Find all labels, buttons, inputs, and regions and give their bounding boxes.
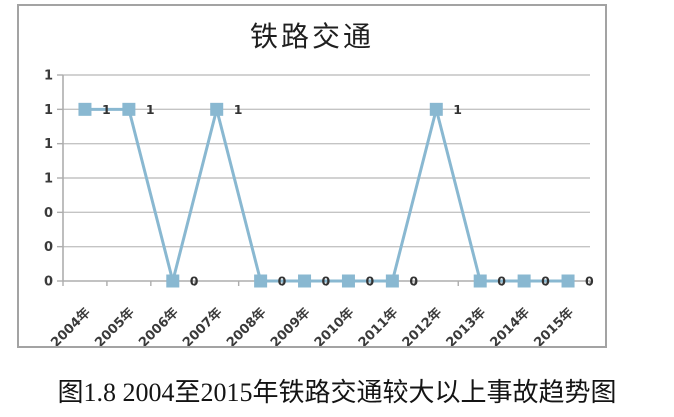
data-point-marker	[298, 274, 312, 288]
x-axis-label: 2004年	[48, 305, 94, 346]
data-point-label: 0	[365, 274, 374, 289]
x-axis-label: 2014年	[487, 305, 533, 346]
data-point-marker	[254, 274, 268, 288]
plot-area: 11110002004年2005年2006年2007年2008年2009年201…	[44, 69, 594, 347]
data-point-label: 0	[541, 274, 550, 289]
data-point-marker	[78, 102, 92, 116]
data-point-label: 1	[102, 102, 111, 117]
data-point-label: 1	[146, 102, 155, 117]
data-point-marker	[517, 274, 531, 288]
y-tick-label: 0	[44, 206, 53, 221]
x-axis-label: 2009年	[267, 305, 313, 346]
x-axis-label: 2011年	[355, 305, 401, 346]
data-point-label: 0	[278, 274, 287, 289]
data-point-label: 0	[322, 274, 331, 289]
x-axis-label: 2015年	[531, 305, 577, 346]
y-tick-label: 1	[44, 103, 53, 118]
data-point-marker	[385, 274, 399, 288]
data-point-marker	[473, 274, 487, 288]
data-point-label: 1	[453, 102, 462, 117]
series-line	[83, 107, 570, 283]
data-point-label: 1	[234, 102, 243, 117]
x-axis-label: 2007年	[179, 305, 225, 346]
x-axis-label: 2013年	[443, 305, 489, 346]
data-point-label: 0	[585, 274, 594, 289]
x-axis-label: 2005年	[92, 305, 138, 346]
y-tick-label: 1	[44, 69, 53, 84]
data-point-marker	[166, 274, 180, 288]
y-tick-label: 0	[44, 240, 53, 255]
y-tick-label: 0	[44, 275, 53, 290]
figure-caption: 图1.8 2004至2015年铁路交通较大以上事故趋势图	[57, 378, 617, 407]
x-axis-label: 2010年	[311, 305, 357, 346]
data-point-marker	[341, 274, 355, 288]
data-point-marker	[122, 102, 136, 116]
data-point-label: 0	[409, 274, 418, 289]
data-point-label: 0	[190, 274, 199, 289]
chart-title: 铁路交通	[249, 22, 374, 53]
data-point-marker	[561, 274, 575, 288]
data-point-marker	[429, 102, 443, 116]
x-axis-label: 2006年	[136, 305, 182, 346]
chart-frame: 铁路交通 1 1 1 1 0 0 0 2004年 2005年 2006年 2007年 2008年 200…	[17, 4, 607, 348]
x-axis-label: 2012年	[399, 305, 445, 346]
y-tick-label: 1	[44, 137, 53, 152]
x-axis-label: 2008年	[223, 305, 269, 346]
data-point-marker	[210, 102, 224, 116]
data-point-label: 0	[497, 274, 506, 289]
y-tick-label: 1	[44, 172, 53, 187]
